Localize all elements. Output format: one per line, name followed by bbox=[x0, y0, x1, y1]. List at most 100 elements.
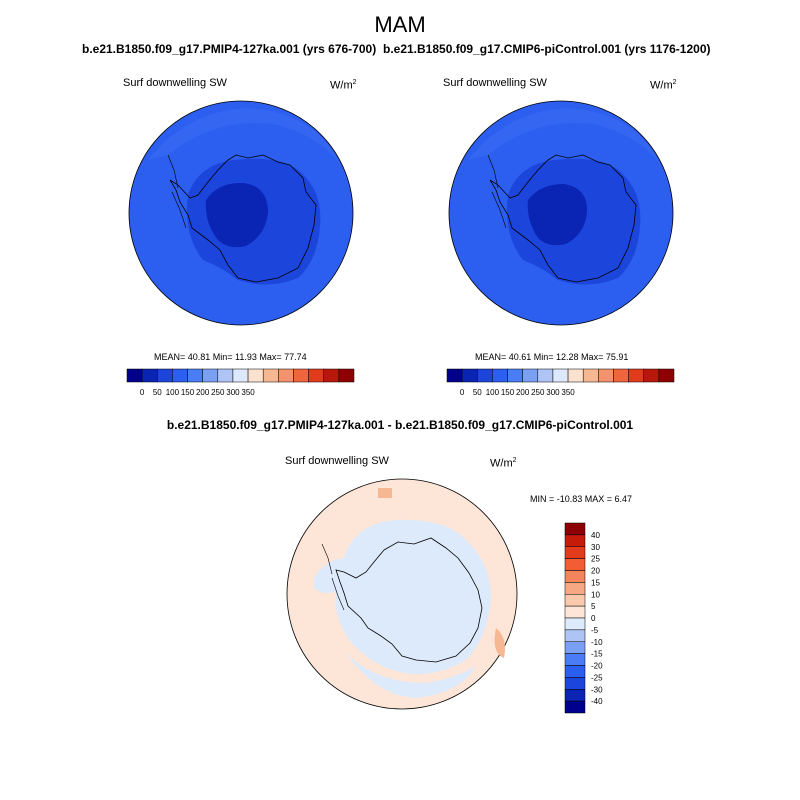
diff-colorbar-tick-label: 25 bbox=[591, 555, 600, 564]
panel2-colorbar-swatch bbox=[446, 368, 463, 383]
diff-colorbar-swatch bbox=[564, 617, 586, 631]
panel1-variable-label: Surf downwelling SW bbox=[123, 77, 227, 89]
diff-peninsula-outline bbox=[321, 543, 345, 611]
diff-colorbar-swatch bbox=[564, 629, 586, 642]
panel2-colorbar-tick-label: 150 bbox=[501, 388, 515, 397]
panel1-interior-minimum bbox=[205, 182, 268, 248]
diff-minmax: MIN = -10.83 MAX = 6.47 bbox=[530, 494, 633, 504]
panel1-colorbar-swatch bbox=[262, 368, 279, 383]
diff-colorbar-tick-label: 5 bbox=[591, 602, 596, 611]
panel2-colorbar-swatch bbox=[582, 368, 599, 383]
panel1-colorbar-swatch bbox=[172, 368, 188, 383]
diff-colorbar-swatch bbox=[564, 689, 586, 702]
diff-colorbar-tick-label: 40 bbox=[591, 531, 600, 540]
diff-colorbar-tick-label: 10 bbox=[591, 590, 600, 599]
figure-title: MAM bbox=[374, 12, 426, 37]
diff-negative-patch-west bbox=[314, 558, 352, 593]
panel2-colorbar-swatch bbox=[492, 368, 508, 383]
diff-antarctica-coastline bbox=[335, 537, 483, 663]
panel1-polar-map bbox=[128, 100, 354, 326]
diff-positive-spot bbox=[378, 488, 392, 498]
panel2-colorbar-tick-label: 50 bbox=[473, 388, 482, 397]
panel2-polar-map bbox=[448, 100, 674, 326]
panel1-colorbar-swatch bbox=[293, 368, 309, 383]
diff-colorbar-tick-label: -30 bbox=[591, 685, 603, 694]
panel2-colorbar-tick-label: 0 bbox=[460, 388, 465, 397]
panel1-stats: MEAN= 40.81 Min= 11.93 Max= 77.74 bbox=[154, 352, 307, 362]
panel2-stats: MEAN= 40.61 Min= 12.28 Max= 75.91 bbox=[475, 352, 629, 362]
diff-colorbar-tick-label: 30 bbox=[591, 543, 600, 552]
panel2-colorbar-swatch bbox=[461, 368, 478, 383]
diff-units: W/m2 bbox=[490, 457, 517, 470]
panel2-colorbar-tick-label: 300 bbox=[546, 388, 560, 397]
panel2-outer-band bbox=[468, 108, 663, 170]
diff-colorbar-swatch bbox=[564, 558, 586, 571]
panel1-colorbar-swatch bbox=[141, 368, 158, 383]
panel1-colorbar-tick-label: 200 bbox=[196, 388, 210, 397]
diff-colorbar-tick-label: -25 bbox=[591, 673, 603, 682]
panel1-colorbar: 0 50 100 150 200 250 300 350 bbox=[126, 368, 355, 397]
panel2-colorbar-swatch bbox=[567, 368, 584, 383]
diff-colorbar-tick-label: -40 bbox=[591, 697, 603, 706]
diff-colorbar-swatch bbox=[564, 546, 586, 559]
diff-colorbar-swatch bbox=[564, 605, 586, 619]
panel2-colorbar-swatch bbox=[658, 368, 675, 383]
panel1-colorbar-swatch bbox=[247, 368, 264, 383]
panel2-interior-minimum bbox=[527, 184, 588, 246]
diff-negative-region bbox=[335, 519, 491, 675]
panel2-colorbar-tick-label: 100 bbox=[486, 388, 500, 397]
panel2-antarctica-coastline bbox=[489, 154, 637, 283]
panel2-colorbar-swatch bbox=[643, 368, 660, 383]
diff-positive-edge bbox=[494, 628, 505, 658]
diff-colorbar-tick-label: 0 bbox=[591, 614, 596, 623]
panel1-colorbar-tick-label: 0 bbox=[140, 388, 145, 397]
panel1-colorbar-swatch bbox=[187, 368, 203, 383]
diff-colorbar-tick-label: -10 bbox=[591, 638, 603, 647]
panel2-colorbar-tick-label: 350 bbox=[561, 388, 575, 397]
diff-colorbar-swatch bbox=[564, 677, 586, 690]
diff-colorbar-swatch bbox=[564, 534, 586, 547]
panel2-colorbar-swatch bbox=[522, 368, 539, 383]
diff-colorbar-swatch bbox=[564, 665, 586, 678]
diff-colorbar-swatch bbox=[564, 582, 586, 595]
panel1-colorbar-swatch bbox=[308, 368, 324, 383]
panel2-colorbar-tick-label: 200 bbox=[516, 388, 530, 397]
panel1-colorbar-tick-label: 50 bbox=[153, 388, 162, 397]
diff-colorbar-tick-label: -5 bbox=[591, 626, 599, 635]
diff-colorbar-tick-label: -15 bbox=[591, 650, 603, 659]
panel2-units: W/m2 bbox=[650, 79, 677, 92]
panel2-colorbar-swatch bbox=[537, 368, 554, 383]
panel1-colorbar-tick-label: 250 bbox=[211, 388, 225, 397]
panel1-colorbar-swatch bbox=[202, 368, 219, 383]
diff-colorbar-swatch bbox=[564, 641, 586, 654]
diff-polar-map bbox=[286, 478, 518, 710]
panel2-colorbar: 0 50 100 150 200 250 300 350 bbox=[446, 368, 675, 397]
panel2-colorbar-swatch bbox=[598, 368, 614, 383]
diff-variable-label: Surf downwelling SW bbox=[285, 455, 389, 467]
diff-colorbar-swatch bbox=[564, 653, 586, 666]
panel1-outer-band bbox=[148, 108, 343, 170]
panel2-colorbar-swatch bbox=[477, 368, 493, 383]
panel2-colorbar-swatch bbox=[552, 368, 569, 383]
diff-colorbar-swatch bbox=[564, 594, 586, 607]
panel1-colorbar-tick-label: 350 bbox=[241, 388, 255, 397]
panel2-colorbar-swatch bbox=[507, 368, 523, 383]
panel2-variable-label: Surf downwelling SW bbox=[443, 77, 547, 89]
panel1-colorbar-swatch bbox=[323, 368, 340, 383]
panel1-colorbar-tick-label: 150 bbox=[181, 388, 195, 397]
panel1-colorbar-swatch bbox=[157, 368, 173, 383]
diff-colorbar-swatch bbox=[564, 570, 586, 583]
diff-colorbar-tick-label: -20 bbox=[591, 662, 603, 671]
diff-title: b.e21.B1850.f09_g17.PMIP4-127ka.001 - b.… bbox=[166, 418, 634, 432]
panel1-units: W/m2 bbox=[330, 79, 357, 92]
panel2-colorbar-swatch bbox=[613, 368, 629, 383]
panel1-colorbar-swatch bbox=[126, 368, 143, 383]
panel1-colorbar-swatch bbox=[278, 368, 294, 383]
diff-negative-patch-south bbox=[346, 653, 476, 698]
diff-colorbar-tick-label: 20 bbox=[591, 567, 600, 576]
panel2-colorbar-tick-label: 250 bbox=[531, 388, 545, 397]
panel1-peninsula-outline bbox=[167, 154, 187, 229]
panel1-colorbar-swatch bbox=[217, 368, 234, 383]
panel2-peninsula-outline bbox=[487, 154, 507, 229]
panel1-antarctica-coastline bbox=[169, 154, 317, 283]
